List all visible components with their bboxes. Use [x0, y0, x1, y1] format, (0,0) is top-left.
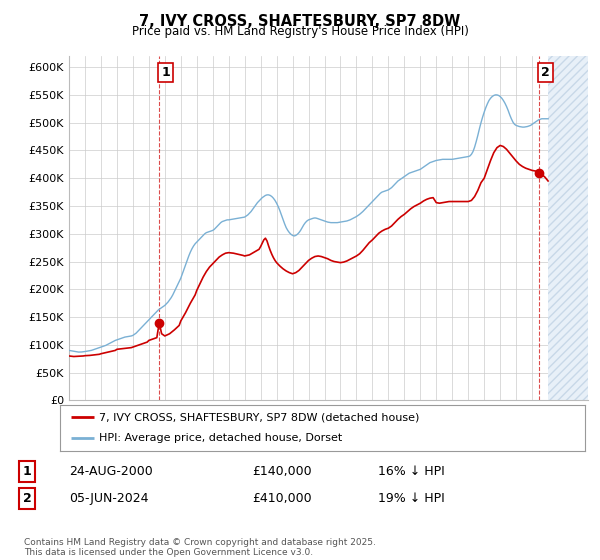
Text: HPI: Average price, detached house, Dorset: HPI: Average price, detached house, Dors… — [100, 433, 343, 444]
Text: 1: 1 — [161, 66, 170, 80]
Text: £140,000: £140,000 — [252, 465, 311, 478]
Text: 19% ↓ HPI: 19% ↓ HPI — [378, 492, 445, 505]
Text: Contains HM Land Registry data © Crown copyright and database right 2025.
This d: Contains HM Land Registry data © Crown c… — [24, 538, 376, 557]
Text: 16% ↓ HPI: 16% ↓ HPI — [378, 465, 445, 478]
Text: 2: 2 — [23, 492, 31, 505]
Text: 7, IVY CROSS, SHAFTESBURY, SP7 8DW (detached house): 7, IVY CROSS, SHAFTESBURY, SP7 8DW (deta… — [100, 412, 420, 422]
Text: Price paid vs. HM Land Registry's House Price Index (HPI): Price paid vs. HM Land Registry's House … — [131, 25, 469, 38]
Text: 2: 2 — [541, 66, 550, 80]
Text: £410,000: £410,000 — [252, 492, 311, 505]
Bar — [548, 56, 588, 400]
Text: 24-AUG-2000: 24-AUG-2000 — [69, 465, 153, 478]
Text: 05-JUN-2024: 05-JUN-2024 — [69, 492, 149, 505]
Text: 1: 1 — [23, 465, 31, 478]
Text: 7, IVY CROSS, SHAFTESBURY, SP7 8DW: 7, IVY CROSS, SHAFTESBURY, SP7 8DW — [139, 14, 461, 29]
